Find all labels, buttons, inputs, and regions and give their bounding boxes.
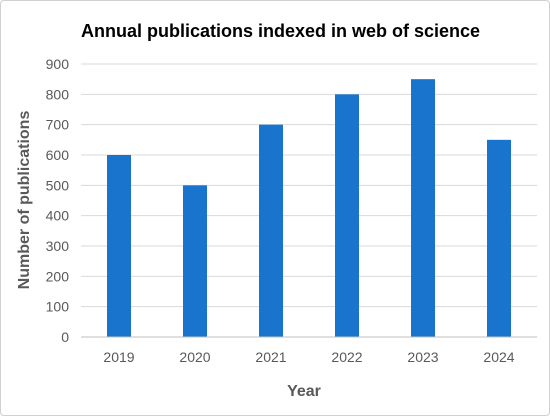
y-tick-labels: 0 100 200 300 400 500 600 700 800 900 [46, 56, 70, 345]
chart-title: Annual publications indexed in web of sc… [81, 21, 480, 41]
x-tick-label: 2024 [483, 349, 514, 365]
gridlines [81, 63, 537, 308]
bars [107, 79, 511, 338]
x-tick-label: 2023 [407, 349, 438, 365]
x-axis-label: Year [287, 383, 321, 400]
bar-2021 [259, 124, 283, 338]
x-tick-label: 2022 [331, 349, 362, 365]
x-tick-label: 2021 [255, 349, 286, 365]
y-tick-label: 0 [61, 329, 69, 345]
y-axis-label: Number of publications [16, 111, 33, 290]
x-tick-labels: 2019 2020 2021 2022 2023 2024 [103, 349, 514, 365]
y-tick-label: 100 [46, 299, 70, 315]
y-tick-label: 400 [46, 208, 70, 224]
x-tick-label: 2019 [103, 349, 134, 365]
y-tick-label: 500 [46, 177, 70, 193]
y-tick-label: 600 [46, 147, 70, 163]
bar-2020 [183, 185, 207, 337]
x-tick-label: 2020 [179, 349, 210, 365]
bar-2023 [411, 79, 435, 338]
bar-2022 [335, 94, 359, 337]
y-tick-label: 700 [46, 117, 70, 133]
y-tick-label: 300 [46, 238, 70, 254]
bar-2024 [487, 139, 511, 337]
y-tick-label: 800 [46, 86, 70, 102]
y-tick-label: 200 [46, 268, 70, 284]
bar-2019 [107, 155, 131, 337]
y-tick-label: 900 [46, 56, 70, 72]
